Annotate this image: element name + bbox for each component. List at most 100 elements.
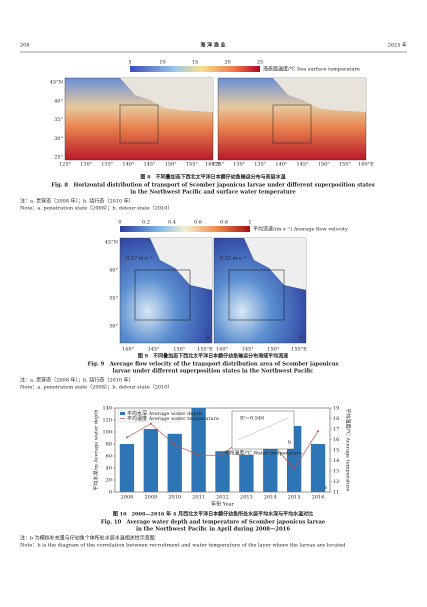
legend-swatch: [120, 412, 125, 415]
inset-r2: R²=0.546: [240, 416, 264, 422]
velocity-annotation: 0.27 m·s⁻¹: [126, 256, 152, 262]
legend-label: 平均温度 Average water temperature: [127, 415, 219, 422]
figure-note: Note：a. penetration state（2008）；b. detou…: [20, 206, 172, 212]
map-x-label: 145°: [148, 347, 161, 353]
figure-note: Note：b is the diagram of the correlation…: [20, 543, 346, 549]
temperature-point: [317, 430, 320, 433]
temperature-point: [173, 443, 176, 446]
colorbar-tick: 25: [257, 60, 263, 66]
y-tick-label: 40: [106, 466, 112, 472]
colorbar-tick: 1: [248, 220, 251, 226]
y-tick-label: 140: [102, 406, 112, 412]
y2-tick-label: 12: [333, 479, 339, 485]
map-x-label: 125°: [59, 162, 72, 168]
legend-box: [117, 409, 181, 423]
map-y-label: 30°: [109, 324, 118, 330]
bar: [263, 442, 278, 492]
bar: [119, 444, 135, 492]
figure-note: 注：a. 贯穿态（2008 年）；b. 绕行态（2010 年）: [20, 198, 134, 205]
bar: [215, 451, 230, 492]
map-x-label: 155°: [339, 162, 352, 168]
map-x-label: 140°: [122, 162, 135, 168]
map-y-label: 45°N: [50, 80, 64, 86]
map-x-label: 140°: [275, 162, 288, 168]
colorbar-tick: 0.4: [168, 220, 176, 226]
caption-cn: 图 8 不同叠加态下西北太平洋日本鲭仔幼鱼输运分布与表层水温: [140, 174, 285, 181]
colorbar-tick: 0.6: [194, 220, 202, 226]
velocity-annotation: 0.32 m·s⁻¹: [220, 256, 246, 262]
land: [244, 238, 306, 290]
bar: [191, 408, 206, 492]
y-tick-label: 60: [106, 454, 112, 460]
x-tick-label: 2012: [216, 495, 229, 501]
y2-tick-label: 15: [333, 448, 339, 454]
map-y-label: 40°: [109, 268, 118, 274]
caption-en: Fig. 9 Average flow velocity of the tran…: [87, 362, 338, 368]
caption-cn: 图 10 2008—2016 年 4 月西北太平洋日本鲭仔幼鱼所处水层平均水深与…: [113, 511, 313, 518]
map-x-label: 140°: [122, 347, 135, 353]
colorbar-label: 海表面温度/℃ Sea surface temperature: [263, 66, 360, 73]
y2-tick-label: 14: [333, 458, 339, 464]
map-x-label: 130°: [233, 162, 246, 168]
x-tick-label: 2016: [312, 495, 325, 501]
legend-label: 平均水深 Average water depth: [127, 410, 202, 417]
colorbar-tick: 10: [159, 60, 165, 66]
colorbar-tick: 5: [128, 60, 131, 66]
figure-note: 注：a. 贯穿态（2008 年）；b. 绕行态（2010 年）: [20, 377, 134, 384]
map-y-label: 30°: [54, 136, 63, 142]
x-tick-label: 2015: [288, 495, 301, 501]
y-tick-label: 20: [106, 478, 112, 484]
land: [273, 78, 366, 112]
journal-name: 海 洋 渔 业: [200, 42, 225, 49]
panel-label: b: [300, 335, 303, 341]
temperature-point: [221, 454, 224, 457]
map-y-label: 35°: [54, 117, 63, 123]
map-x-label: 160°E: [358, 162, 374, 168]
y-tick-label: 100: [102, 430, 112, 436]
x-tick-label: 2008: [121, 495, 134, 501]
map-y-label: 45°N: [105, 240, 119, 246]
caption-en: Fig. 8 Horizontal distribution of transp…: [51, 183, 375, 189]
land: [120, 78, 213, 112]
temperature-point: [197, 454, 200, 457]
region-box: [272, 104, 312, 144]
map-x-label: 150°: [318, 162, 331, 168]
y-tick-label: 80: [106, 442, 112, 448]
y-tick-label: 0: [109, 490, 112, 496]
inset-frame: [231, 410, 295, 450]
x-axis-label: 年份 Year: [211, 501, 234, 508]
map-y-label: 35°: [109, 296, 118, 302]
map-x-label: 150°: [173, 347, 186, 353]
panel-label: a: [206, 335, 209, 341]
region-box: [119, 104, 159, 144]
y-tick-label: 120: [102, 418, 112, 424]
x-tick-label: 2014: [264, 495, 277, 501]
page-number: 208: [20, 43, 30, 49]
caption-en: in the Northwest Pacific in April during…: [136, 527, 290, 533]
x-tick-label: 2010: [168, 495, 181, 501]
year: 2025 年: [388, 42, 407, 49]
map-x-label: 135°: [101, 162, 114, 168]
map-x-label: 135°: [254, 162, 267, 168]
temperature-point: [149, 422, 152, 425]
map-x-label: 130°: [80, 162, 93, 168]
temperature-point: [293, 467, 296, 470]
y2-tick-label: 13: [333, 469, 339, 475]
caption-cn: 图 9 不同叠加态下西北太平洋日本鲭仔幼鱼输运分布海域平均流速: [138, 353, 288, 360]
figure-note: 注：b 为模拟补充量与仔幼鱼个体所处水层水温相关性示意图: [20, 535, 155, 542]
map-y-label: 40°: [54, 98, 63, 104]
bar: [310, 444, 326, 492]
x-tick-label: 2013: [240, 495, 253, 501]
map-x-label: 145°: [144, 162, 157, 168]
map-x-label: 125°: [212, 162, 225, 168]
colorbar-tick: 20: [224, 60, 230, 66]
caption-en: larvae under different superposition sta…: [113, 369, 314, 375]
bar: [143, 429, 158, 492]
x-tick-label: 2009: [144, 495, 157, 501]
map-x-label: 160°E: [205, 162, 221, 168]
y2-tick-label: 17: [333, 427, 339, 433]
map-y-label: 25°: [54, 155, 63, 161]
